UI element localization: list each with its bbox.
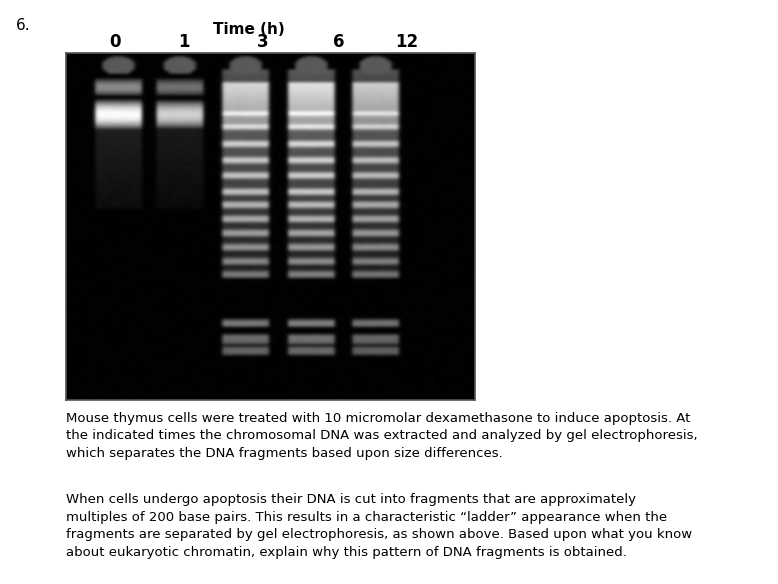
Text: Mouse thymus cells were treated with 10 micromolar dexamethasone to induce apopt: Mouse thymus cells were treated with 10 … (66, 412, 698, 460)
Text: 3: 3 (258, 33, 268, 51)
Text: 12: 12 (395, 33, 419, 51)
Text: Time (h): Time (h) (213, 22, 285, 37)
Text: 1: 1 (179, 33, 190, 51)
Text: 6: 6 (333, 33, 344, 51)
Text: When cells undergo apoptosis their DNA is cut into fragments that are approximat: When cells undergo apoptosis their DNA i… (66, 493, 692, 559)
Text: 6.: 6. (16, 18, 30, 33)
Text: 0: 0 (110, 33, 121, 51)
